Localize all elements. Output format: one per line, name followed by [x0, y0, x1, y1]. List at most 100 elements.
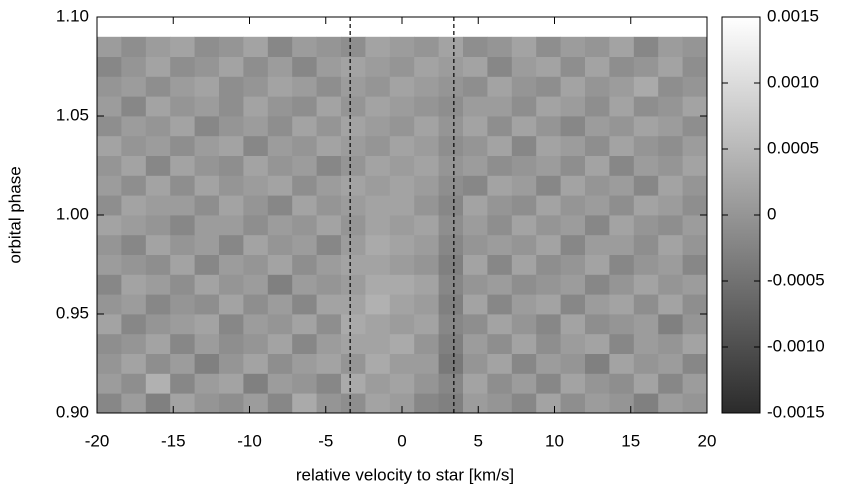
heatmap-cell [463, 155, 488, 176]
heatmap-cell [365, 353, 391, 374]
heatmap-cell [121, 135, 147, 156]
heatmap-cell [585, 314, 610, 335]
heatmap-cell [438, 56, 464, 77]
heatmap-cell [365, 76, 391, 97]
heatmap-cell [219, 116, 244, 137]
heatmap-cell [585, 353, 610, 374]
heatmap-cell [633, 294, 659, 315]
heatmap-cell [243, 96, 269, 117]
heatmap-cell [536, 215, 561, 236]
heatmap-cell [365, 254, 391, 275]
heatmap-cell [292, 393, 317, 414]
heatmap-cell [365, 393, 391, 414]
heatmap-cell [658, 96, 683, 117]
heatmap-cell [341, 195, 366, 216]
heatmap-cell [414, 353, 439, 374]
heatmap-cell [145, 393, 171, 414]
heatmap-cell [292, 215, 317, 236]
heatmap-cell [511, 56, 537, 77]
heatmap-cell [633, 333, 659, 354]
heatmap-cell [414, 96, 439, 117]
heatmap-cell [658, 175, 683, 196]
heatmap-cell [121, 116, 147, 137]
heatmap-cell [609, 36, 635, 57]
heatmap-cell [316, 393, 342, 414]
heatmap-cell [121, 254, 147, 275]
heatmap-cell [682, 215, 708, 236]
heatmap-cell [585, 294, 610, 315]
heatmap-cell [219, 373, 244, 394]
heatmap-cell [536, 393, 561, 414]
heatmap-cell [97, 155, 122, 176]
heatmap-cell [194, 155, 220, 176]
heatmap-cell [536, 195, 561, 216]
heatmap-cell [487, 314, 513, 335]
heatmap-cell [560, 195, 586, 216]
heatmap-cell [194, 96, 220, 117]
heatmap-cell [194, 353, 220, 374]
heatmap-cell [121, 96, 147, 117]
heatmap-cell [170, 353, 195, 374]
heatmap-cell [243, 175, 269, 196]
heatmap-cell [609, 353, 635, 374]
heatmap-cell [511, 36, 537, 57]
heatmap-cell [414, 274, 439, 295]
heatmap-cell [463, 294, 488, 315]
heatmap-cell [414, 254, 439, 275]
heatmap-cell [292, 274, 317, 295]
heatmap-cell [609, 175, 635, 196]
heatmap-cell [316, 294, 342, 315]
heatmap-cell [267, 333, 293, 354]
heatmap-cell [243, 254, 269, 275]
heatmap-cell [97, 135, 122, 156]
heatmap-cell [243, 234, 269, 255]
heatmap-cell [194, 116, 220, 137]
heatmap-cell [633, 116, 659, 137]
heatmap-cell [97, 234, 122, 255]
heatmap-cell [585, 36, 610, 57]
heatmap-cell [145, 215, 171, 236]
heatmap-cell [658, 155, 683, 176]
heatmap-cell [145, 175, 171, 196]
heatmap-cell [170, 393, 195, 414]
heatmap-cell [438, 373, 464, 394]
heatmap-cell [292, 353, 317, 374]
y-axis-label: orbital phase [5, 166, 24, 263]
heatmap-cell [365, 195, 391, 216]
heatmap-cell [609, 76, 635, 97]
heatmap-cell [194, 135, 220, 156]
heatmap-cell [365, 373, 391, 394]
heatmap-cell [536, 234, 561, 255]
heatmap-cell [536, 175, 561, 196]
heatmap-cell [536, 294, 561, 315]
heatmap-cell [536, 254, 561, 275]
heatmap-cell [316, 333, 342, 354]
heatmap-cell [682, 314, 708, 335]
heatmap-cell [219, 36, 244, 57]
heatmap-cell [511, 195, 537, 216]
heatmap-cell [560, 36, 586, 57]
heatmap-cell [194, 234, 220, 255]
heatmap-cell [316, 116, 342, 137]
heatmap-cell [609, 393, 635, 414]
heatmap-cell [438, 175, 464, 196]
heatmap-cell [511, 234, 537, 255]
heatmap-cell [682, 135, 708, 156]
heatmap-cell [463, 76, 488, 97]
heatmap-cell [585, 373, 610, 394]
heatmap-cell [414, 294, 439, 315]
heatmap-cell [292, 96, 317, 117]
heatmap-cell [682, 294, 708, 315]
heatmap-cell [682, 195, 708, 216]
heatmap-cell [243, 314, 269, 335]
heatmap-cell [243, 76, 269, 97]
colorbar-tick-label: -0.0015 [767, 402, 825, 421]
heatmap-cell [267, 116, 293, 137]
heatmap-cell [511, 215, 537, 236]
heatmap-cell [389, 175, 415, 196]
heatmap-cell [316, 353, 342, 374]
heatmap-cell [365, 215, 391, 236]
heatmap-cell [97, 393, 122, 414]
heatmap-cell [438, 215, 464, 236]
